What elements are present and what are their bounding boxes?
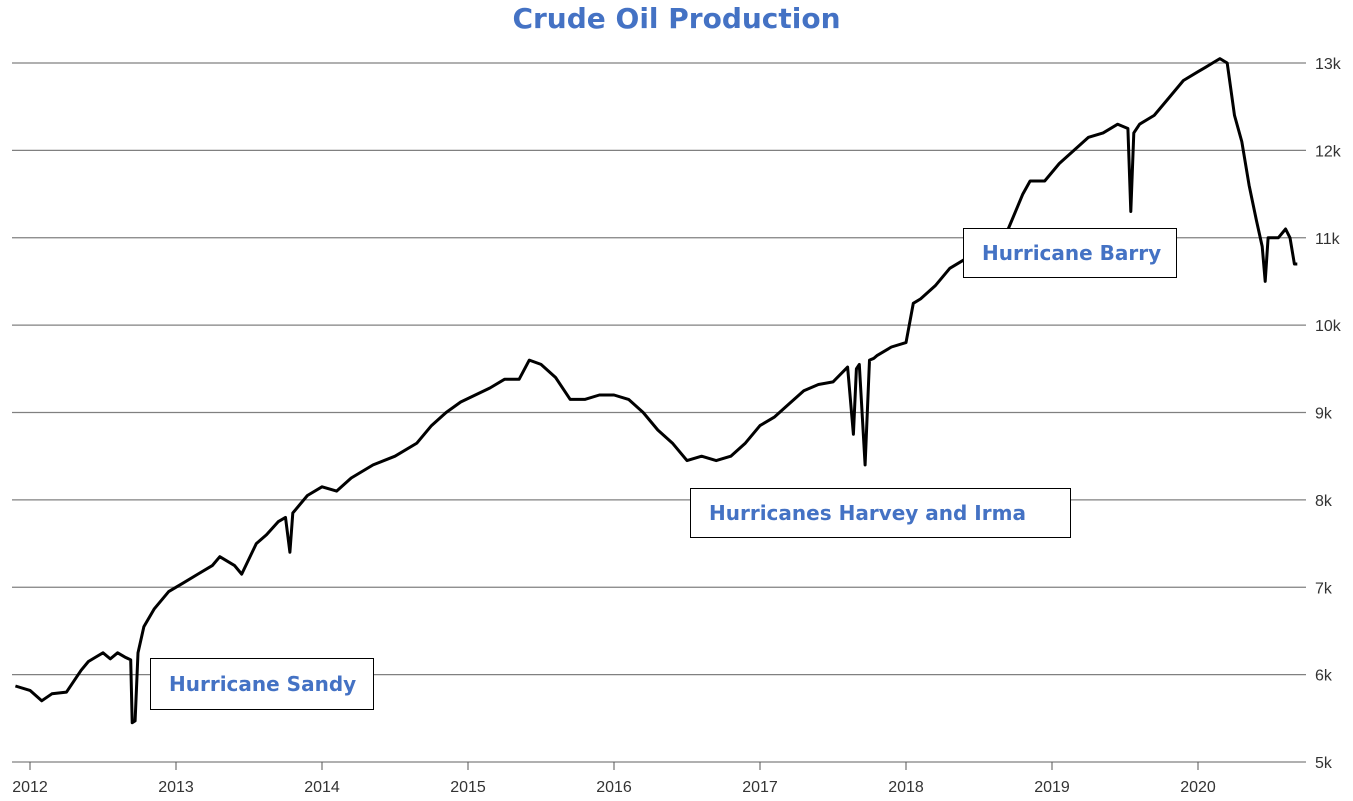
- x-tick-label-2016: 2016: [596, 779, 632, 796]
- y-tick-label-7k: 7k: [1315, 580, 1333, 597]
- series-line-0: [14, 57, 1298, 725]
- x-tick-label-2017: 2017: [742, 779, 778, 796]
- y-tick-label-8k: 8k: [1315, 493, 1333, 510]
- y-tick-label-11k: 11k: [1315, 231, 1341, 248]
- annotation-hurricane-sandy: Hurricane Sandy: [150, 658, 374, 710]
- annotation-hurricane-barry: Hurricane Barry: [963, 228, 1177, 278]
- x-axis: 2012 2013 2014 2015 2016 2017 2018 2019 2020: [12, 762, 1216, 796]
- x-tick-label-2020: 2020: [1180, 779, 1216, 796]
- x-tick-label-2014: 2014: [304, 779, 340, 796]
- y-tick-label-13k: 13k: [1315, 56, 1342, 73]
- x-tick-label-2019: 2019: [1034, 779, 1070, 796]
- chart-title: Crude Oil Production: [512, 2, 841, 35]
- x-tick-label-2013: 2013: [158, 779, 194, 796]
- y-tick-label-5k: 5k: [1315, 755, 1333, 772]
- series-group: [14, 57, 1298, 725]
- y-tick-label-10k: 10k: [1315, 318, 1342, 335]
- annotation-hurricanes-harvey-irma: Hurricanes Harvey and Irma: [690, 488, 1071, 538]
- y-axis-ticks: 5k 6k 7k 8k 9k 10k 11k 12k 13k: [1315, 56, 1342, 772]
- x-tick-label-2012: 2012: [12, 779, 48, 796]
- y-tick-label-12k: 12k: [1315, 143, 1342, 160]
- y-tick-label-9k: 9k: [1315, 406, 1333, 423]
- y-tick-label-6k: 6k: [1315, 668, 1333, 685]
- x-tick-label-2018: 2018: [888, 779, 924, 796]
- x-tick-label-2015: 2015: [450, 779, 486, 796]
